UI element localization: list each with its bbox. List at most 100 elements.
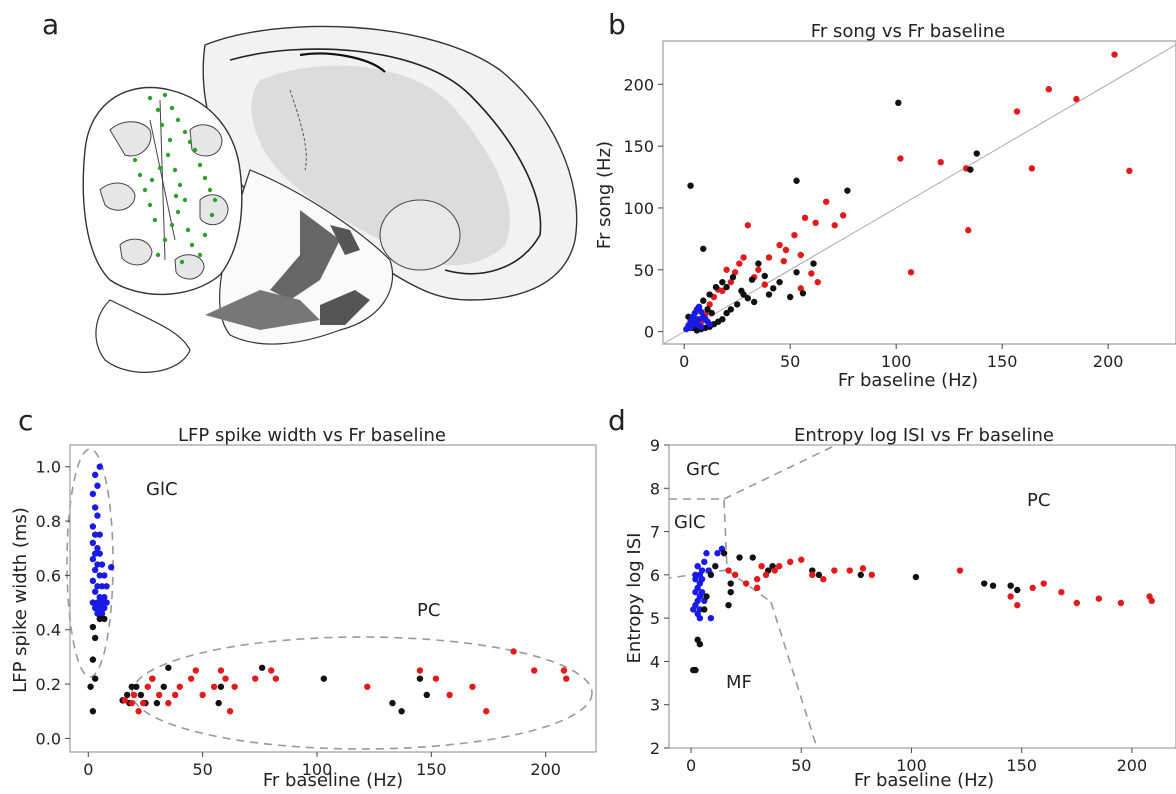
chart-c-point-blue [96, 531, 103, 538]
chart-d-point-red [753, 575, 761, 583]
chart-d-point-red [831, 567, 838, 574]
chart-b-point-blue [706, 321, 713, 328]
chart-c-points [87, 463, 570, 715]
chart-c-point-red [144, 683, 151, 690]
chart-d-point-blue [696, 614, 704, 622]
chart-d-xtick-label: 50 [791, 756, 811, 775]
chart-c-glc-label: GlC [146, 479, 178, 500]
chart-d-point-blue [707, 614, 715, 622]
chart-d-xtick-label: 0 [686, 756, 696, 775]
chart-b-point-black [712, 283, 720, 291]
chart-d-point-red [787, 558, 794, 566]
chart-d-ytick-label: 5 [650, 609, 660, 628]
chart-b-point-black [770, 285, 777, 292]
chart-b-point-black [895, 99, 902, 107]
chart-c-point-black [91, 634, 99, 642]
chart-c-point-red [364, 683, 371, 690]
chart-d-point-black [981, 580, 988, 587]
chart-d-ytick-label: 8 [650, 479, 660, 498]
chart-d-point-red [868, 571, 875, 579]
chart-d-point-black [720, 550, 728, 557]
chart-b-point-black [723, 309, 730, 317]
chart-c-xlabel: Fr baseline (Hz) [263, 770, 403, 791]
chart-b-point-red [812, 219, 819, 226]
chart-b-points [683, 51, 1133, 334]
chart-b-xtick-label: 150 [987, 352, 1018, 371]
chart-b-point-red [1111, 51, 1118, 58]
chart-d-point-blue [703, 550, 710, 557]
chart-c-point-blue [89, 523, 97, 530]
chart-b-point-red [823, 198, 830, 205]
chart-b-identity-line [662, 44, 1176, 345]
chart-b-point-red [839, 212, 847, 219]
chart-c-point-black [137, 691, 145, 699]
chart-b-point-red [765, 254, 773, 261]
chart-b-point-blue [695, 316, 703, 323]
chart-d-points [690, 545, 1155, 674]
chart-b-point-black [786, 293, 794, 301]
chart-c-ytick-label: 0.8 [36, 512, 61, 531]
chart-d-point-red [1040, 580, 1047, 587]
chart-c-point-red [483, 708, 490, 715]
chart-b-point-blue [697, 308, 705, 316]
chart-b-point-black [755, 260, 762, 267]
chart-c-point-red [268, 667, 275, 674]
chart-d-mf-label: MF [726, 672, 752, 693]
chart-d-point-red [776, 563, 783, 570]
chart-c-point-red [135, 708, 142, 715]
chart-b-point-red [1028, 165, 1036, 172]
chart-c-point-red [560, 667, 568, 674]
chart-c-point-blue [89, 490, 97, 498]
chart-b-point-black [700, 245, 707, 252]
chart-d-point-red [859, 565, 867, 572]
chart-d-region-boundaries [668, 444, 837, 749]
chart-b-point-red [1126, 167, 1133, 175]
chart-d-point-red [753, 584, 761, 592]
panel-d-letter: d [608, 404, 626, 437]
chart-c-ytick-label: 0.2 [36, 675, 61, 694]
chart-b-point-black [744, 295, 751, 302]
chart-b-point-black [810, 260, 817, 267]
chart-c-point-blue [101, 593, 108, 601]
chart-d-point-blue [694, 597, 701, 605]
chart-b-point-black [765, 291, 773, 298]
chart-b-point-black [704, 306, 711, 313]
chart-c-point-black [258, 664, 266, 671]
chart-c-point-blue [94, 512, 101, 519]
chart-d-point-red [1058, 588, 1065, 596]
chart-c-point-blue [94, 583, 101, 590]
chart-c-point-red [165, 699, 172, 707]
chart-b-point-red [797, 285, 804, 292]
chart-c-point-black [165, 664, 172, 671]
chart-c-point-blue [94, 599, 101, 606]
chart-b-point-red [907, 269, 915, 276]
chart-b-point-black [761, 272, 768, 280]
chart-d-point-black [749, 554, 756, 561]
chart-b-point-black [738, 287, 745, 295]
chart-c-ytick-label: 0.0 [36, 729, 61, 748]
chart-c-point-blue [89, 577, 97, 585]
chart-c-point-blue [91, 604, 99, 612]
chart-c-point-blue [91, 471, 99, 479]
chart-d-point-red [846, 567, 853, 574]
chart-b-xlabel: Fr baseline (Hz) [838, 370, 978, 391]
chart-d-point-black [727, 588, 734, 596]
chart-c-point-blue [103, 583, 110, 590]
chart-c-xtick-label: 50 [192, 760, 212, 779]
chart-c-point-blue [103, 599, 110, 606]
chart-b-point-black [719, 278, 726, 286]
chart-c-point-black [389, 699, 396, 707]
chart-c-point-black [215, 699, 222, 707]
chart-b-point-red [937, 159, 944, 166]
chart-c-point-blue [89, 539, 97, 547]
chart-b-point-black [723, 283, 730, 291]
chart-d-ytick-label: 3 [650, 696, 660, 715]
chart-c-point-blue [94, 561, 101, 568]
chart-b-axes [662, 40, 1176, 345]
chart-d-pc-label: PC [1027, 490, 1050, 511]
chart-c-point-red [199, 691, 206, 699]
chart-d-ylabel: Entropy log ISI [624, 533, 645, 664]
chart-c-point-blue [96, 550, 103, 557]
chart-d-point-red [731, 571, 739, 579]
chart-d-point-red [762, 571, 770, 579]
